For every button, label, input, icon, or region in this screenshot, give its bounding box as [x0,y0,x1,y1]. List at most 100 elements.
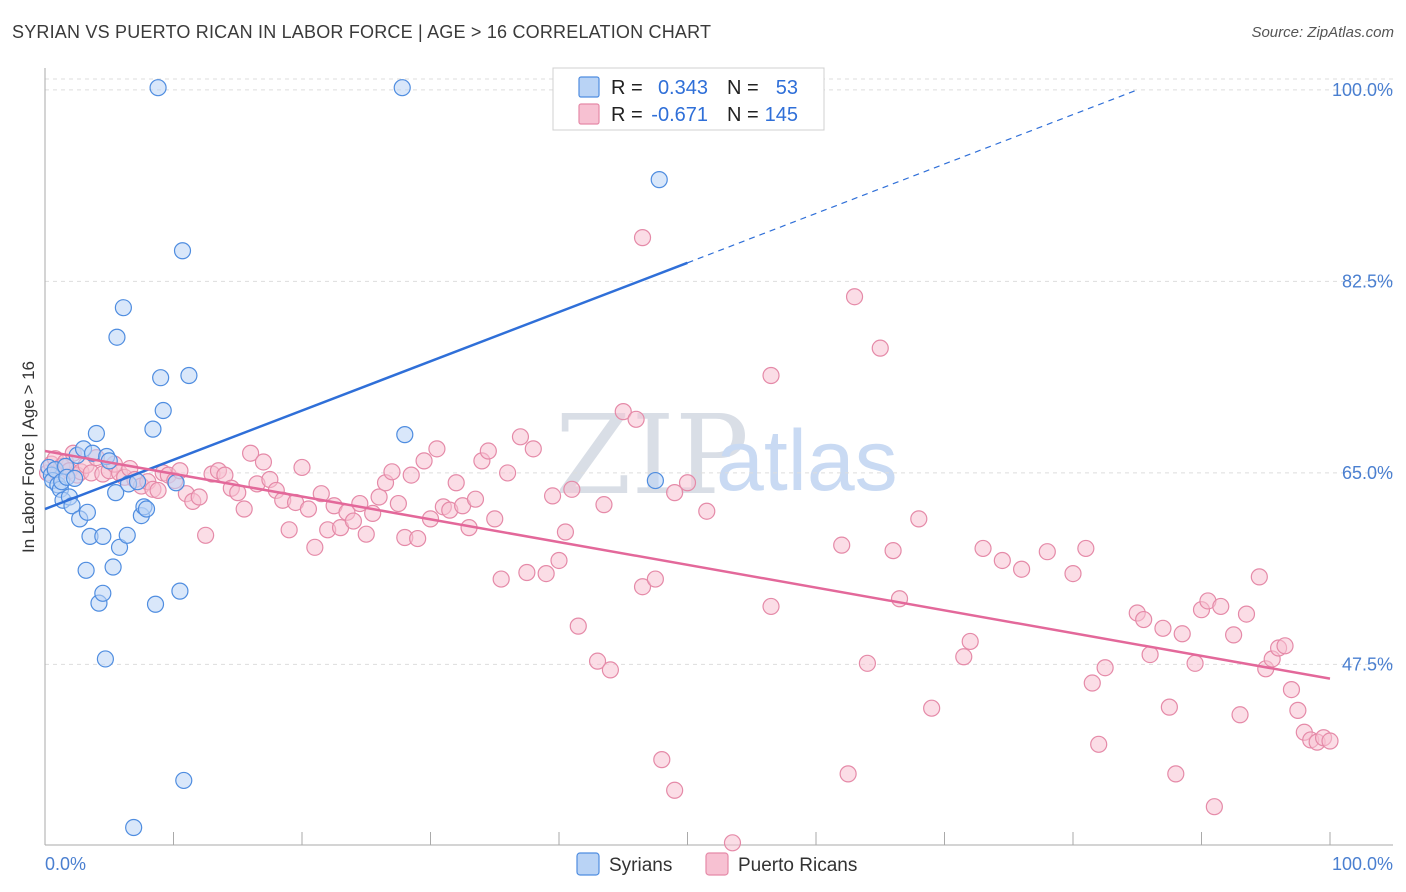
puerto-ricans-point [1038,543,1056,561]
puerto-ricans-point [1212,597,1230,616]
watermark-atlas: atlas [716,413,898,509]
puerto-ricans-point [1160,698,1178,716]
puerto-ricans-point [537,564,555,583]
bottom-legend-label-puerto-ricans: Puerto Ricans [738,855,857,876]
puerto-ricans-point [595,496,613,514]
puerto-ricans-point [839,765,857,783]
puerto-ricans-point [511,428,530,446]
puerto-ricans-point [1231,706,1249,724]
y-tick-labels: 47.5% 65.0% 82.5% 100.0% [1332,80,1393,675]
puerto-ricans-point [556,523,575,541]
syrians-point [114,299,132,317]
legend-r-value-puerto-ricans: -0.671 [651,104,708,126]
y-tick-label: 100.0% [1332,80,1393,100]
puerto-ricans-point [666,781,684,799]
syrians-point [175,771,193,790]
puerto-ricans-point [486,510,504,528]
syrians-point [87,424,106,443]
syrians-point [125,818,143,837]
puerto-ricans-point [1064,564,1082,583]
puerto-ricans-point [1096,659,1114,677]
puerto-ricans-point [235,500,253,518]
x-tick-label-min: 0.0% [45,854,86,874]
legend-r-label-puerto-ricans: R = [611,104,643,126]
syrians-point [650,171,668,189]
puerto-ricans-point [627,410,645,428]
puerto-ricans-point [974,539,992,558]
puerto-ricans-point [415,452,433,470]
series-puerto-ricans-points [38,229,1339,852]
puerto-ricans-point [1186,654,1204,672]
puerto-ricans-point [1282,680,1301,699]
puerto-ricans-point [524,440,542,458]
puerto-ricans-point [1154,619,1172,637]
puerto-ricans-point [666,484,684,502]
puerto-ricans-point [1090,735,1108,753]
legend-swatch-puerto-ricans [578,103,600,125]
trend-lines [44,89,1331,680]
puerto-ricans-point [1012,560,1031,578]
puerto-ricans-point [409,529,427,548]
x-tick-label-max: 100.0% [1332,854,1393,874]
puerto-ricans-point [1276,637,1294,655]
syrians-point [167,474,185,492]
puerto-ricans-point [858,654,877,672]
y-axis-label: In Labor Force | Age > 16 [19,361,38,553]
puerto-ricans-point [884,542,902,560]
puerto-ricans-point [1289,701,1307,719]
bottom-legend-swatch-syrians [576,852,600,876]
syrians-point [104,558,122,576]
puerto-ricans-point [1225,626,1243,644]
syrians-point [108,328,126,346]
x-axis-ticks [173,832,1331,845]
syrians-point [171,582,189,600]
puerto-ricans-point [254,453,273,471]
legend-n-value-syrians: 53 [776,77,798,99]
puerto-ricans-point [633,229,652,247]
syrians-trend-extension [687,89,1138,264]
puerto-ricans-point [370,488,388,506]
puerto-ricans-point [723,834,742,852]
puerto-ricans-point [1077,539,1095,558]
puerto-ricans-point [543,487,562,505]
legend-n-label-syrians: N = [727,77,759,99]
y-tick-label: 47.5% [1342,654,1393,674]
syrians-point [180,366,198,385]
puerto-ricans-point [698,502,716,520]
syrians-point [94,584,112,602]
legend-r-label-syrians: R = [611,77,643,99]
gridlines [45,78,1393,665]
y-tick-label: 82.5% [1342,271,1393,291]
puerto-ricans-point [588,652,607,670]
syrians-point [396,426,414,444]
series-syrians-points [40,79,668,837]
syrians-point [110,538,129,556]
puerto-ricans-point [646,570,664,588]
legend-swatch-syrians [578,76,600,98]
puerto-ricans-point [910,510,928,528]
puerto-ricans-point [653,751,671,769]
puerto-ricans-point [569,617,587,635]
puerto-ricans-point [499,464,517,482]
syrians-point [173,242,192,260]
puerto-ricans-point [312,485,330,503]
puerto-ricans-point [993,551,1011,570]
puerto-ricans-point [149,481,167,500]
puerto-ricans-point [1167,765,1185,783]
puerto-ricans-point [479,442,497,460]
puerto-ricans-point [280,521,298,539]
puerto-ricans-trend-line [44,449,1331,680]
legend-n-label-puerto-ricans: N = [727,104,759,126]
puerto-ricans-point [1083,674,1101,692]
puerto-ricans-point [197,526,215,544]
puerto-ricans-point [357,525,375,543]
series-legend: Syrians Puerto Ricans [576,852,857,876]
puerto-ricans-point [1173,625,1191,643]
syrians-point [393,79,411,97]
legend-r-value-syrians: 0.343 [658,77,708,99]
puerto-ricans-point [518,563,536,582]
puerto-ricans-point [762,366,780,385]
puerto-ricans-point [955,648,973,666]
puerto-ricans-point [428,440,446,458]
